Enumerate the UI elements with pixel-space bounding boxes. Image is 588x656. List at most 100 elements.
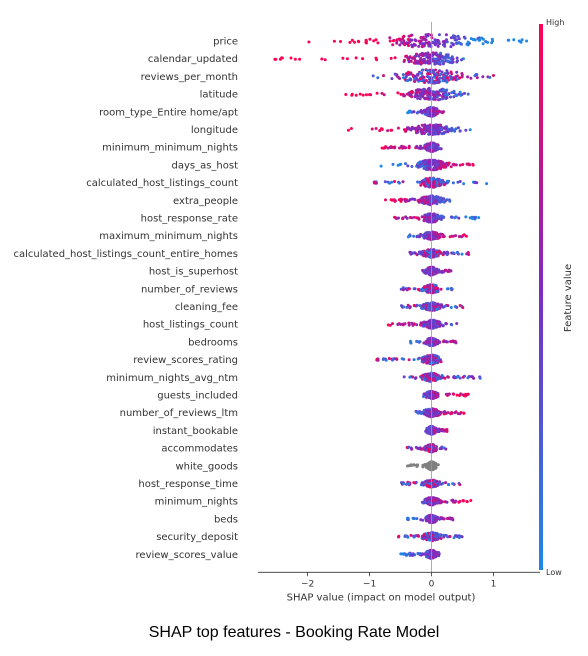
shap-point — [441, 324, 445, 328]
shap-point — [446, 411, 450, 415]
shap-point — [354, 93, 358, 97]
shap-point — [441, 97, 445, 101]
shap-point — [418, 71, 422, 75]
shap-point — [431, 338, 435, 342]
shap-point — [406, 164, 410, 168]
shap-point — [488, 75, 492, 79]
shap-point — [431, 497, 435, 501]
shap-point — [435, 354, 439, 358]
shap-point — [434, 196, 438, 200]
shap-point — [426, 411, 430, 415]
shap-point — [423, 253, 427, 256]
shap-point — [439, 54, 443, 58]
shap-point — [461, 499, 465, 503]
shap-point — [458, 412, 462, 416]
shap-point — [435, 95, 439, 99]
shap-point — [439, 166, 443, 170]
shap-point — [391, 39, 395, 43]
shap-point — [406, 38, 410, 41]
shap-point — [432, 251, 436, 255]
shap-point — [386, 129, 390, 133]
shap-point — [413, 74, 417, 78]
shap-point — [439, 287, 443, 291]
shap-point — [391, 322, 394, 326]
shap-point — [416, 162, 420, 165]
shap-point — [422, 501, 425, 505]
shap-point — [456, 126, 460, 130]
shap-point — [404, 129, 408, 133]
shap-point — [413, 95, 417, 99]
shap-point — [407, 287, 411, 291]
shap-point — [445, 69, 449, 73]
shap-point — [434, 162, 438, 166]
shap-point — [455, 60, 459, 64]
shap-point — [423, 184, 427, 188]
shap-point — [462, 182, 466, 186]
shap-point — [473, 216, 477, 220]
shap-point — [440, 132, 444, 135]
shap-point — [427, 427, 431, 431]
shap-point — [444, 447, 448, 451]
shap-point — [431, 185, 435, 189]
shap-point — [437, 375, 441, 378]
shap-point — [460, 58, 463, 62]
shap-point — [417, 180, 421, 184]
shap-point — [408, 110, 412, 114]
shap-point — [436, 536, 440, 540]
shap-point — [437, 132, 440, 136]
shap-point — [442, 535, 446, 539]
shap-point — [413, 287, 417, 291]
shap-point — [420, 179, 424, 183]
shap-point — [403, 322, 407, 326]
shap-point — [434, 159, 438, 163]
shap-point — [428, 355, 432, 359]
shap-point — [416, 411, 420, 415]
shap-point — [437, 498, 441, 502]
shap-point — [450, 91, 454, 94]
shap-point — [458, 90, 462, 94]
shap-point — [418, 42, 422, 46]
shap-point — [477, 36, 481, 40]
shap-point — [431, 70, 435, 73]
shap-point — [432, 502, 436, 506]
shap-point — [437, 159, 441, 163]
shap-point — [441, 43, 445, 47]
shap-point — [449, 286, 453, 290]
shap-point — [441, 305, 445, 309]
shap-point — [432, 96, 436, 100]
shap-point — [427, 447, 431, 451]
shap-point — [428, 319, 432, 323]
shap-point — [431, 306, 435, 310]
shap-point — [443, 376, 447, 380]
shap-point — [388, 39, 392, 43]
shap-point — [407, 321, 411, 325]
shap-point — [440, 428, 444, 431]
shap-point — [434, 284, 438, 288]
shap-point — [449, 269, 453, 273]
shap-point — [425, 143, 429, 147]
shap-point — [419, 183, 423, 187]
shap-point — [426, 59, 430, 63]
shap-point — [395, 74, 399, 78]
shap-point — [455, 393, 459, 397]
shap-point — [469, 37, 473, 41]
shap-point — [457, 41, 461, 45]
shap-point — [410, 165, 414, 168]
shap-point — [406, 464, 409, 468]
feature-label: minimum_minimum_nights — [102, 143, 238, 154]
shap-point — [405, 305, 409, 309]
shap-point — [443, 127, 447, 130]
shap-point — [376, 41, 380, 45]
shap-point — [396, 91, 400, 95]
shap-point — [451, 482, 455, 486]
shap-point — [427, 538, 431, 542]
shap-point — [323, 58, 327, 62]
shap-point — [435, 373, 439, 377]
shap-point — [444, 322, 448, 326]
shap-point — [439, 147, 443, 151]
shap-point — [354, 56, 358, 60]
shap-point — [397, 534, 401, 538]
shap-point — [440, 374, 444, 377]
shap-point — [442, 340, 446, 344]
shap-point — [457, 37, 461, 41]
